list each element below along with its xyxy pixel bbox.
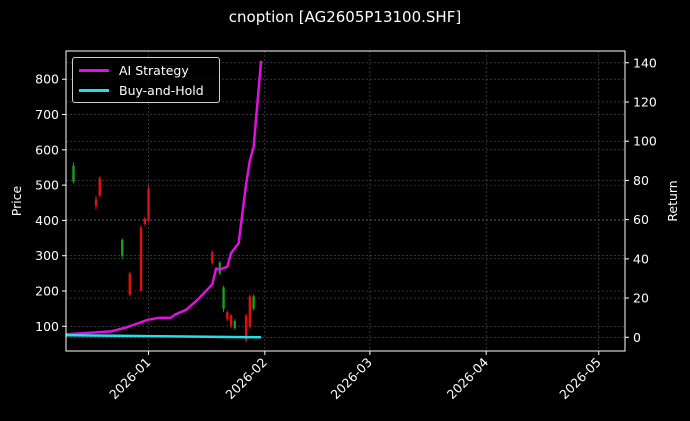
legend-label: AI Strategy: [119, 62, 189, 78]
left-tick-label: 800: [35, 72, 59, 87]
plot-frame: [65, 50, 626, 352]
candle-body: [233, 321, 237, 329]
left-axis-label: Price: [9, 185, 24, 216]
right-tick-label: 60: [633, 212, 649, 227]
ai-strategy-swatch: [79, 68, 109, 72]
left-tick-label: 400: [35, 213, 59, 228]
candle-body: [218, 262, 222, 274]
candle-body: [121, 239, 124, 256]
x-tick-label: 2026-04: [444, 354, 492, 402]
candle-body: [248, 296, 252, 327]
legend-item-ai-strategy: AI Strategy: [79, 61, 189, 79]
left-tick-label: 700: [35, 107, 59, 122]
left-y-axis: 100 200 300 400 500 600 700 800: [35, 72, 66, 334]
right-tick-label: 120: [633, 94, 657, 109]
chart-title: cnoption [AG2605P13100.SHF]: [228, 8, 462, 26]
right-tick-label: 80: [633, 173, 649, 188]
ai-strategy-line: [65, 60, 263, 336]
left-tick-label: 500: [35, 178, 59, 193]
candle-body: [94, 199, 98, 207]
candle-body: [229, 315, 233, 327]
buy-and-hold-line: [65, 334, 262, 339]
right-y-axis: 0 20 40 60 80 100 120 140: [625, 55, 657, 345]
x-tick-label: 2026-02: [222, 355, 270, 403]
candle-body: [211, 252, 214, 263]
candle-body: [244, 315, 248, 341]
price-candles: [72, 162, 255, 343]
x-axis: 2026-01 2026-02 2026-03 2026-04 2026-05: [106, 351, 604, 402]
candle-body: [226, 312, 229, 320]
left-tick-label: 600: [35, 142, 59, 157]
left-tick-label: 300: [35, 248, 59, 263]
candle-body: [128, 273, 131, 295]
candle-body: [252, 296, 255, 309]
x-tick-label: 2026-01: [106, 355, 154, 403]
buy-and-hold-swatch: [79, 88, 109, 92]
legend-item-buy-and-hold: Buy-and-Hold: [79, 81, 204, 99]
right-axis-label: Return: [665, 180, 680, 221]
right-tick-label: 140: [633, 55, 657, 70]
right-tick-label: 100: [633, 134, 657, 149]
x-tick-label: 2026-03: [327, 355, 375, 403]
candle-body: [222, 287, 225, 309]
right-tick-label: 40: [633, 251, 649, 266]
candle-body: [98, 178, 101, 196]
right-tick-label: 20: [633, 291, 649, 306]
legend-label: Buy-and-Hold: [119, 82, 204, 98]
candle-body: [72, 165, 75, 182]
return-lines: [65, 60, 263, 339]
x-tick-label: 2026-05: [556, 355, 604, 403]
candle-body: [143, 218, 146, 224]
left-tick-label: 100: [35, 319, 59, 334]
right-tick-label: 0: [633, 330, 641, 345]
left-tick-label: 200: [35, 284, 59, 299]
candle-body: [147, 188, 150, 221]
candle-body: [139, 227, 143, 291]
legend: AI Strategy Buy-and-Hold: [72, 57, 220, 103]
